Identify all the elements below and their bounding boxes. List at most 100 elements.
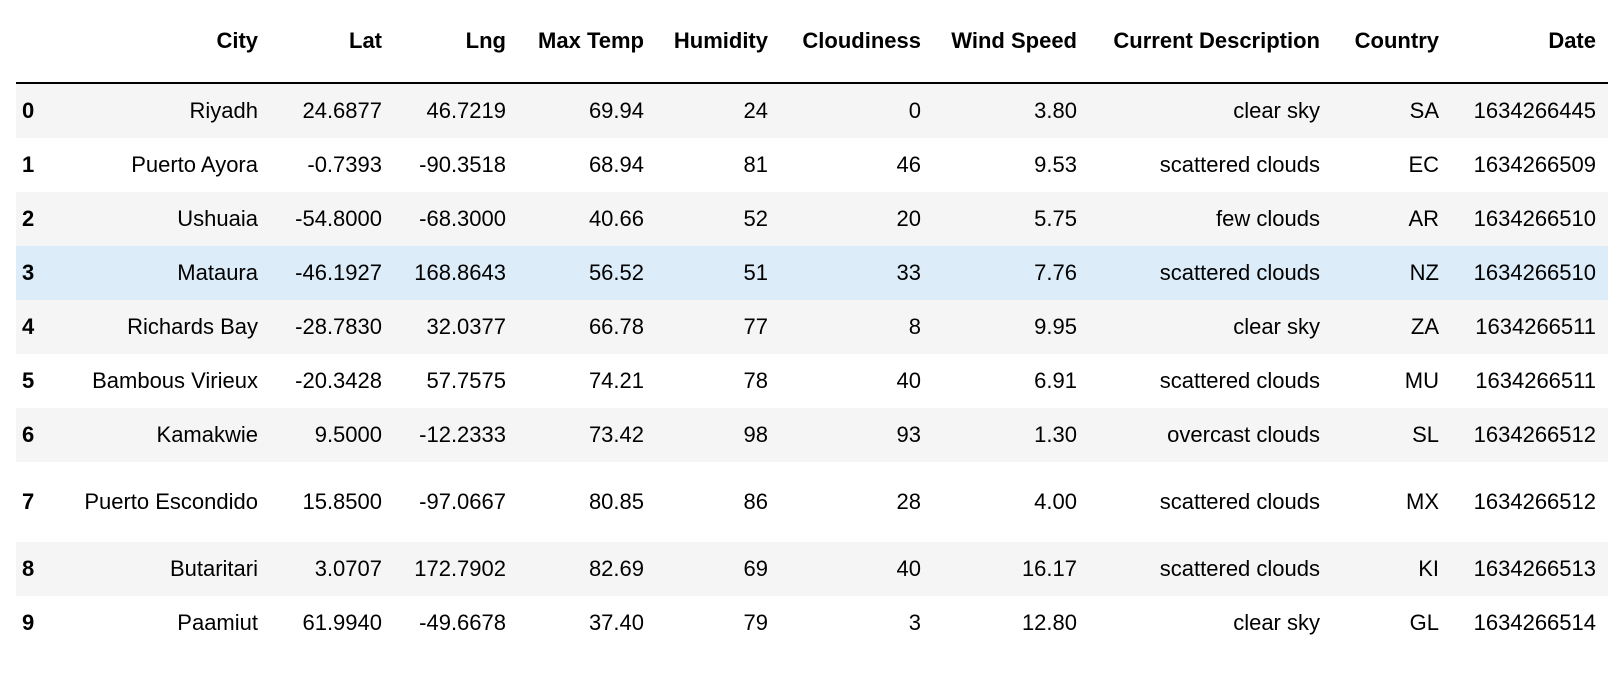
table-row: 5 Bambous Virieux -20.3428 57.7575 74.21… (16, 354, 1608, 408)
cell-cloudiness: 40 (896, 368, 921, 393)
row-index: 3 (22, 260, 35, 285)
cell-max-temp: 74.21 (588, 368, 644, 393)
header-lat: Lat (270, 0, 394, 84)
cell-lat: 15.8500 (302, 489, 382, 514)
header-wind-speed: Wind Speed (933, 0, 1089, 84)
cell-wind-speed: 16.17 (1021, 556, 1077, 581)
cell-lng: -12.2333 (419, 422, 506, 447)
cell-current-description: overcast clouds (1167, 422, 1320, 447)
header-cloudiness: Cloudiness (780, 0, 933, 84)
cell-lng: 46.7219 (426, 98, 506, 123)
cell-city: Bambous Virieux (92, 368, 258, 393)
cell-country: GL (1409, 610, 1439, 635)
dataframe-table: City Lat Lng Max Temp Humidity Cloudines… (16, 0, 1608, 650)
row-index: 0 (22, 98, 35, 123)
cell-country: MX (1406, 489, 1439, 514)
cell-lat: -28.7830 (295, 314, 382, 339)
cell-lat: -46.1927 (295, 260, 382, 285)
cell-city: Paamiut (177, 610, 258, 635)
row-index: 2 (22, 206, 35, 231)
cell-humidity: 79 (743, 610, 768, 635)
cell-lat: -20.3428 (295, 368, 382, 393)
cell-date: 1634266511 (1475, 314, 1596, 339)
cell-cloudiness: 40 (896, 556, 921, 581)
cell-city: Kamakwie (156, 422, 258, 447)
row-index: 7 (22, 489, 35, 514)
header-index (16, 0, 58, 84)
header-current-description: Current Description (1089, 0, 1332, 84)
cell-date: 1634266510 (1473, 206, 1596, 231)
cell-lng: 57.7575 (426, 368, 506, 393)
header-max-temp: Max Temp (518, 0, 656, 84)
cell-city: Mataura (177, 260, 258, 285)
header-date: Date (1451, 0, 1608, 84)
cell-wind-speed: 9.95 (1034, 314, 1077, 339)
cell-city: Ushuaia (177, 206, 258, 231)
cell-max-temp: 68.94 (588, 152, 644, 177)
cell-date: 1634266514 (1473, 610, 1596, 635)
cell-date: 1634266512 (1473, 489, 1596, 514)
cell-lat: -0.7393 (307, 152, 382, 177)
header-city: City (58, 0, 270, 84)
cell-current-description: clear sky (1233, 314, 1320, 339)
cell-country: AR (1408, 206, 1439, 231)
table-row: 9 Paamiut 61.9940 -49.6678 37.40 79 3 12… (16, 596, 1608, 650)
cell-current-description: scattered clouds (1159, 368, 1320, 393)
cell-country: SA (1409, 98, 1439, 123)
cell-country: SL (1412, 422, 1439, 447)
cell-humidity: 24 (743, 98, 768, 123)
cell-cloudiness: 8 (908, 314, 921, 339)
row-index: 5 (22, 368, 35, 393)
cell-max-temp: 69.94 (588, 98, 644, 123)
cell-country: MU (1404, 368, 1439, 393)
cell-lng: -49.6678 (419, 610, 506, 635)
cell-date: 1634266509 (1473, 152, 1596, 177)
cell-wind-speed: 7.76 (1034, 260, 1077, 285)
cell-cloudiness: 28 (896, 489, 921, 514)
cell-country: NZ (1409, 260, 1439, 285)
cell-lng: -68.3000 (419, 206, 506, 231)
cell-humidity: 86 (743, 489, 768, 514)
cell-lng: 172.7902 (414, 556, 506, 581)
cell-humidity: 69 (743, 556, 768, 581)
cell-max-temp: 66.78 (588, 314, 644, 339)
cell-cloudiness: 3 (908, 610, 921, 635)
table-row: 8 Butaritari 3.0707 172.7902 82.69 69 40… (16, 542, 1608, 596)
table-row: 4 Richards Bay -28.7830 32.0377 66.78 77… (16, 300, 1608, 354)
cell-humidity: 98 (743, 422, 768, 447)
cell-current-description: scattered clouds (1159, 556, 1320, 581)
cell-date: 1634266510 (1473, 260, 1596, 285)
cell-wind-speed: 1.30 (1034, 422, 1077, 447)
cell-max-temp: 80.85 (588, 489, 644, 514)
cell-date: 1634266513 (1473, 556, 1596, 581)
cell-lat: 61.9940 (302, 610, 382, 635)
table-row: 0 Riyadh 24.6877 46.7219 69.94 24 0 3.80… (16, 83, 1608, 138)
cell-wind-speed: 3.80 (1034, 98, 1077, 123)
cell-cloudiness: 20 (896, 206, 921, 231)
cell-cloudiness: 33 (896, 260, 921, 285)
cell-humidity: 51 (743, 260, 768, 285)
cell-lat: 9.5000 (314, 422, 382, 447)
cell-max-temp: 56.52 (588, 260, 644, 285)
cell-wind-speed: 12.80 (1021, 610, 1077, 635)
cell-lat: 24.6877 (302, 98, 382, 123)
table-row: 6 Kamakwie 9.5000 -12.2333 73.42 98 93 1… (16, 408, 1608, 462)
cell-country: EC (1408, 152, 1439, 177)
cell-humidity: 52 (743, 206, 768, 231)
cell-max-temp: 37.40 (588, 610, 644, 635)
cell-cloudiness: 0 (908, 98, 921, 123)
cell-date: 1634266445 (1473, 98, 1596, 123)
cell-current-description: scattered clouds (1159, 260, 1320, 285)
cell-city: Butaritari (169, 556, 258, 581)
cell-lng: 168.8643 (414, 260, 506, 285)
cell-current-description: clear sky (1233, 98, 1320, 123)
cell-wind-speed: 6.91 (1034, 368, 1077, 393)
cell-current-description: scattered clouds (1159, 152, 1320, 177)
cell-max-temp: 40.66 (588, 206, 644, 231)
cell-humidity: 77 (743, 314, 768, 339)
cell-humidity: 81 (743, 152, 768, 177)
cell-current-description: scattered clouds (1159, 489, 1320, 514)
cell-max-temp: 82.69 (588, 556, 644, 581)
header-country: Country (1332, 0, 1451, 84)
cell-current-description: clear sky (1233, 610, 1320, 635)
